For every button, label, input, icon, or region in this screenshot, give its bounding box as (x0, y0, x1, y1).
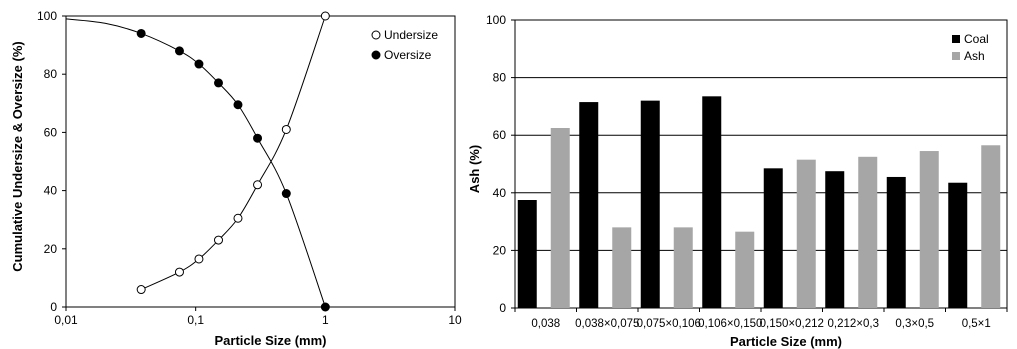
left-x-axis-title: Particle Size (mm) (215, 333, 327, 348)
undersize-point (281, 124, 291, 134)
right-category-label: 0,106×0,150 (698, 318, 762, 330)
oversize-point (281, 189, 291, 199)
undersize-point (233, 213, 243, 223)
undersize-point (213, 235, 223, 245)
left-y-tick-label: 40 (44, 184, 58, 198)
left-plot-frame (65, 15, 456, 308)
oversize-point (194, 59, 204, 69)
undersize-point (253, 180, 263, 190)
left-x-tick-label: 0,1 (187, 313, 204, 327)
right-y-tick-label: 60 (493, 128, 507, 142)
coal-bar (825, 171, 845, 308)
right-category-label: 0,075×0,106 (637, 318, 701, 330)
right-category-label: 0,3×0,5 (895, 318, 934, 330)
legend-ash-swatch (952, 52, 960, 60)
coal-bar (702, 96, 722, 308)
right-x-axis-title: Particle Size (mm) (730, 334, 842, 349)
oversize-point (174, 46, 184, 56)
ash-bar (919, 151, 939, 308)
undersize-point (174, 267, 184, 277)
coal-bar (640, 100, 660, 308)
left-y-ticks: 0 20 40 60 80 100 (37, 9, 66, 314)
left-y-tick-label: 80 (44, 67, 58, 81)
coal-bar (763, 168, 783, 308)
right-y-axis-title: Ash (%) (467, 145, 482, 193)
right-y-tick-label: 80 (493, 71, 507, 85)
right-y-tick-label: 100 (486, 13, 506, 27)
oversize-point (233, 100, 243, 110)
right-legend: Coal Ash (952, 32, 989, 63)
right-category-labels: 0,038 0,038×0,0750,075×0,1060,106×0,1500,… (514, 308, 1008, 330)
ash-bar (858, 156, 878, 308)
left-x-tick-label: 10 (448, 313, 462, 327)
undersize-curve (140, 15, 326, 290)
ash-bar (550, 128, 570, 308)
right-y-tick-label: 0 (499, 301, 506, 315)
undersize-point (194, 254, 204, 264)
legend-coal-label: Coal (964, 32, 989, 46)
ash-bar (735, 231, 755, 308)
left-x-tick-label: 1 (322, 313, 329, 327)
oversize-point (213, 78, 223, 88)
right-y-tick-label: 40 (493, 186, 507, 200)
legend-oversize-marker (371, 50, 381, 60)
legend-oversize-label: Oversize (384, 48, 432, 62)
oversize-point (320, 302, 330, 312)
right-category-label: 0,150×0,212 (760, 318, 824, 330)
legend-coal-swatch (952, 35, 960, 43)
legend-ash-label: Ash (964, 49, 985, 63)
left-y-axis-title: Cumulative Undersize & Oversize (%) (10, 41, 25, 271)
left-y-tick-label: 100 (37, 9, 57, 23)
ash-bar (612, 227, 632, 308)
oversize-point (136, 28, 146, 38)
left-data-points (136, 11, 330, 312)
coal-bar (886, 176, 906, 308)
left-x-tick-label: 0,01 (54, 313, 78, 327)
right-bars (517, 96, 1001, 308)
coal-bar (948, 182, 968, 308)
left-y-tick-label: 20 (44, 242, 58, 256)
ash-bar (673, 227, 693, 308)
coal-bar (579, 102, 599, 308)
ash-bar (796, 159, 816, 308)
left-y-tick-label: 0 (50, 300, 57, 314)
legend-undersize-marker (371, 30, 381, 40)
right-y-ticks: 0 20 40 60 80 100 (486, 13, 515, 315)
legend-undersize-label: Undersize (384, 28, 438, 42)
cumulative-size-chart: 0 20 40 60 80 100 0,01 0,1 1 10 Particle Size (m… (10, 9, 462, 348)
left-legend: Undersize Oversize (371, 28, 438, 62)
right-category-label: 0,038×0,075 (575, 318, 639, 330)
ash-bar (981, 145, 1001, 308)
undersize-point (320, 11, 330, 21)
oversize-point (253, 133, 263, 143)
coal-bar (517, 200, 537, 308)
oversize-curve (65, 18, 326, 308)
left-x-ticks: 0,01 0,1 1 10 (54, 307, 462, 327)
undersize-point (136, 285, 146, 295)
ash-bar-chart: 0 20 40 60 80 100 0,038 0,038×0,0750,075×0,106… (467, 13, 1008, 349)
right-category-label: 0,212×0,3 (828, 318, 879, 330)
right-category-label: 0,038 (531, 318, 560, 330)
right-y-tick-label: 20 (493, 243, 507, 257)
left-y-tick-label: 60 (44, 125, 58, 139)
right-category-label: 0,5×1 (962, 318, 991, 330)
